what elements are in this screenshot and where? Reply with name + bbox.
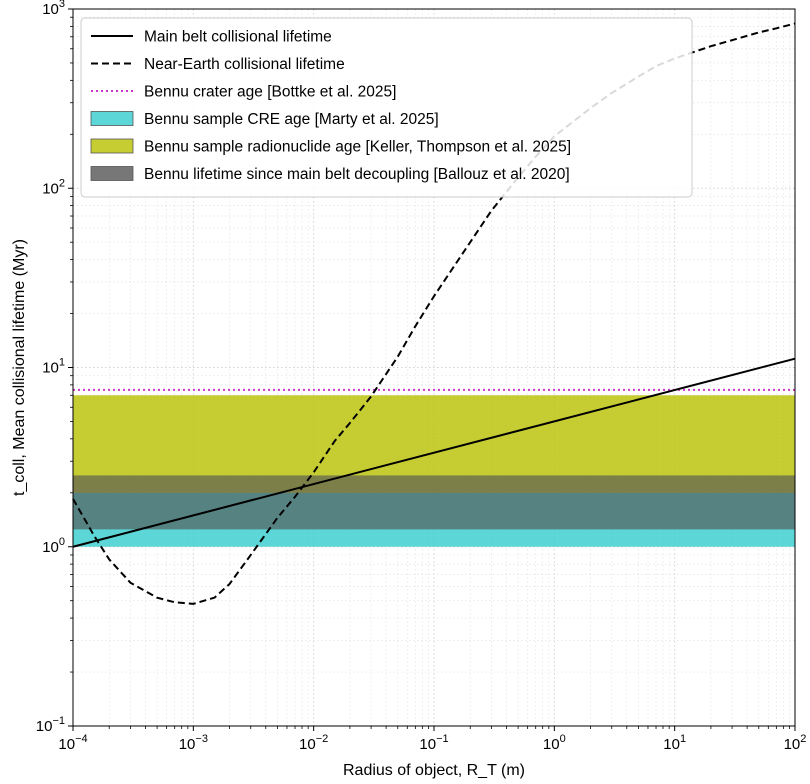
x-tick-label: 10−1 [419, 733, 448, 753]
legend: Main belt collisional lifetime Near-Earth… [80, 17, 693, 198]
x-tick-label: 10−4 [58, 733, 87, 753]
band-3 [73, 475, 795, 530]
legend-label: Bennu crater age [Bottke et al. 2025] [144, 84, 396, 101]
legend-label: Main belt collisional lifetime [144, 29, 332, 46]
legend-box [80, 17, 693, 198]
legend-label: Near-Earth collisional lifetime [144, 56, 345, 73]
bands [73, 395, 795, 547]
y-tick-label: 10−1 [36, 715, 65, 735]
y-tick-label: 100 [42, 536, 65, 556]
y-tick-label: 101 [42, 357, 65, 377]
series-lines [72, 22, 796, 605]
x-tick-label: 102 [784, 733, 807, 753]
x-tick-label: 101 [663, 733, 686, 753]
legend-swatch [90, 111, 134, 126]
ticks: 10−4 10−3 10−2 10−1 100 101 102 10−1 100 101 102 10… [36, 0, 807, 753]
legend-swatch [90, 166, 134, 181]
y-tick-label: 103 [42, 0, 65, 18]
x-tick-label: 10−3 [179, 733, 208, 753]
legend-swatch [90, 138, 134, 154]
legend-label: Bennu sample radionuclide age [Keller, T… [144, 139, 571, 156]
x-tick-label: 10−2 [299, 733, 328, 753]
series-line-2 [72, 22, 796, 605]
x-axis-label: Radius of object, R_T (m) [343, 762, 525, 779]
x-tick-label: 100 [543, 733, 566, 753]
y-tick-label: 102 [42, 177, 65, 197]
y-axis-label: t_coll, Mean collisional lifetime (Myr) [11, 239, 28, 496]
legend-label: Bennu sample CRE age [Marty et al. 2025] [144, 111, 439, 128]
series-line-1 [72, 357, 796, 548]
legend-label: Bennu lifetime since main belt decouplin… [144, 166, 570, 183]
